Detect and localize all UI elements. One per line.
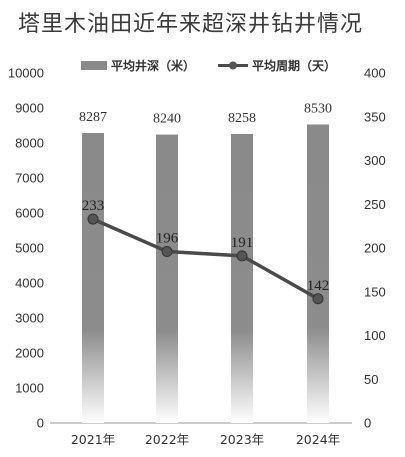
y-left-tick-label: 4000 <box>15 276 44 291</box>
y-right-tick-label: 350 <box>364 109 386 124</box>
line-data-label: 191 <box>231 235 254 251</box>
legend-line-marker <box>229 61 237 70</box>
line-data-label: 233 <box>82 198 105 214</box>
y-left-tick-label: 1000 <box>15 381 44 396</box>
line-point <box>312 293 324 305</box>
bar-data-label: 8240 <box>153 112 181 127</box>
y-left-tick-label: 10000 <box>8 66 44 81</box>
axes-group: 0100020003000400050006000700080009000100… <box>8 66 386 448</box>
y-left-tick-label: 0 <box>37 416 44 431</box>
y-right-tick-label: 200 <box>364 241 386 256</box>
line-group: 233 196 191 142 <box>82 198 330 305</box>
x-tick-label: 2021年 <box>71 432 115 447</box>
y-right-tick-label: 300 <box>364 153 386 168</box>
bars-group: 8287 8240 8258 8530 <box>79 101 332 423</box>
y-left-tick-label: 6000 <box>15 206 44 221</box>
bar-data-label: 8530 <box>304 101 332 116</box>
y-left-tick-label: 5000 <box>15 241 44 256</box>
y-left-tick-label: 7000 <box>15 171 44 186</box>
line-data-label: 196 <box>156 231 179 247</box>
x-tick-label: 2023年 <box>220 432 264 447</box>
line-data-label: 142 <box>307 278 330 294</box>
line-series-path <box>92 217 319 301</box>
bar <box>307 124 329 423</box>
line-point <box>236 250 248 262</box>
line-point <box>87 213 99 225</box>
legend-bar-swatch <box>81 61 107 70</box>
line-point <box>161 246 173 257</box>
y-right-tick-label: 150 <box>364 284 386 299</box>
y-right-tick-label: 100 <box>364 328 386 343</box>
y-left-tick-label: 9000 <box>15 101 44 116</box>
bar <box>231 133 253 423</box>
bar <box>156 134 178 423</box>
legend-line-label: 平均周期（天） <box>252 58 336 73</box>
y-left-tick-label: 2000 <box>15 346 44 361</box>
chart-title: 塔里木油田近年来超深井钻井情况 <box>18 12 364 37</box>
bar-data-label: 8258 <box>228 111 256 126</box>
bar-data-label: 8287 <box>79 110 107 125</box>
y-right-tick-label: 400 <box>364 66 386 81</box>
bar <box>82 132 104 423</box>
x-tick-label: 2024年 <box>296 432 340 447</box>
x-tick-label: 2022年 <box>145 432 189 447</box>
legend-bar-label: 平均井深（米） <box>111 58 195 73</box>
y-right-tick-label: 50 <box>364 372 378 387</box>
y-right-tick-label: 0 <box>364 416 371 431</box>
y-left-tick-label: 8000 <box>15 136 44 151</box>
y-left-tick-label: 3000 <box>15 311 44 326</box>
y-right-tick-label: 250 <box>364 197 386 212</box>
legend-group: 平均井深（米） 平均周期（天） <box>81 58 336 73</box>
